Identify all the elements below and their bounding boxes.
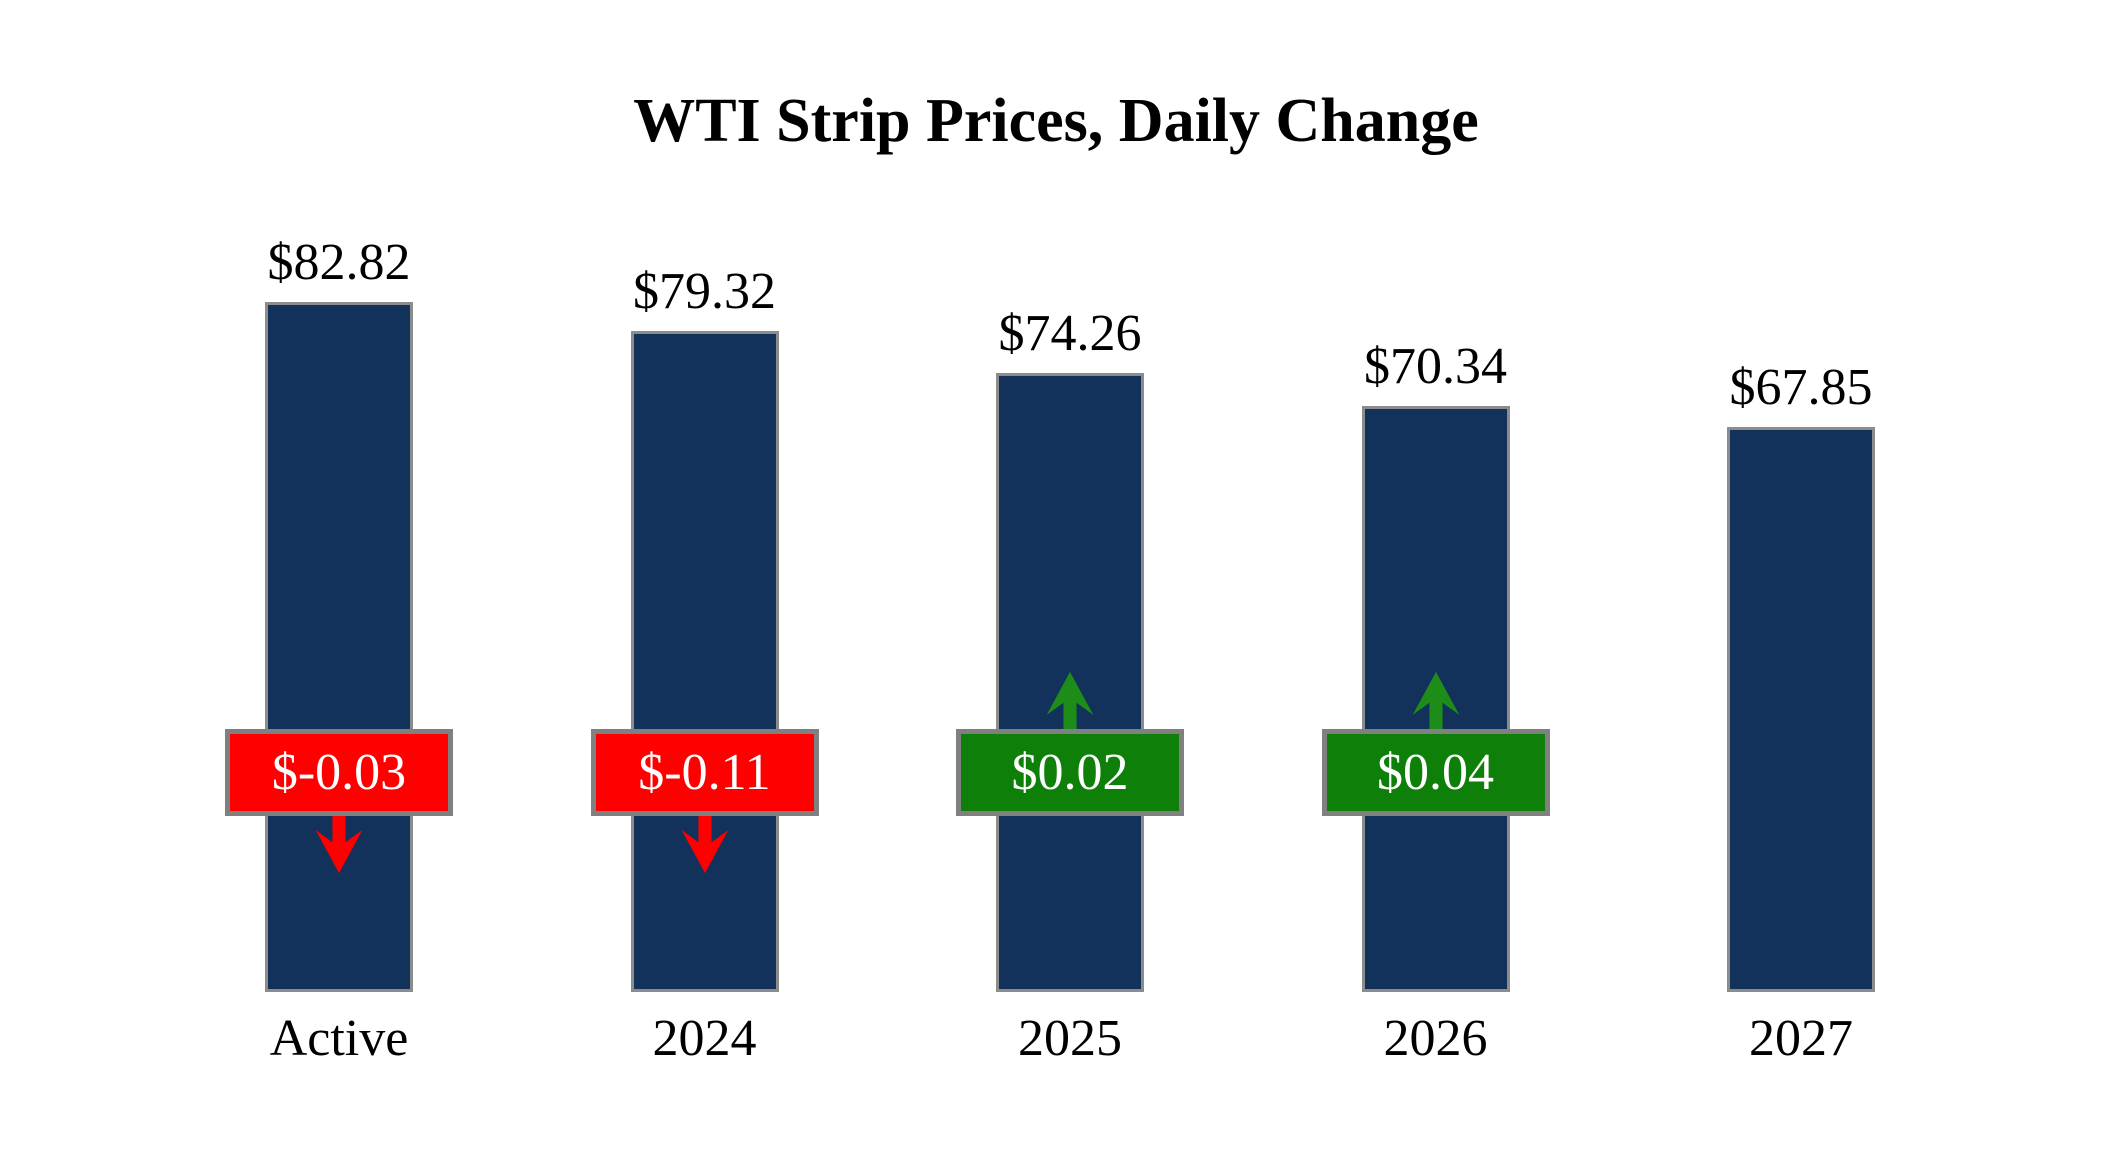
bar-value-label: $82.82 <box>267 234 411 291</box>
down-arrow-icon <box>681 816 728 874</box>
up-arrow-icon <box>1046 671 1094 729</box>
category-label: 2024 <box>652 1010 757 1067</box>
price-bar <box>1727 427 1875 992</box>
category-label: Active <box>269 1010 409 1067</box>
category-label: 2027 <box>1749 1010 1853 1067</box>
price-bar <box>630 331 779 992</box>
daily-change-badge: $-0.03 <box>225 729 453 816</box>
bar-value-label: $79.32 <box>633 263 776 320</box>
price-bar <box>265 302 413 992</box>
bar-value-label: $67.85 <box>1729 359 1873 416</box>
category-label: 2025 <box>1018 1010 1122 1067</box>
bar-value-label: $74.26 <box>998 305 1142 362</box>
category-label: 2026 <box>1383 1010 1488 1067</box>
daily-change-badge: $-0.11 <box>590 729 819 816</box>
daily-change-badge: $0.02 <box>956 729 1184 816</box>
daily-change-badge: $0.04 <box>1321 729 1550 816</box>
chart-title: WTI Strip Prices, Daily Change <box>633 87 1479 155</box>
up-arrow-icon <box>1412 671 1459 729</box>
bar-value-label: $70.34 <box>1364 338 1507 395</box>
down-arrow-icon <box>315 816 363 874</box>
